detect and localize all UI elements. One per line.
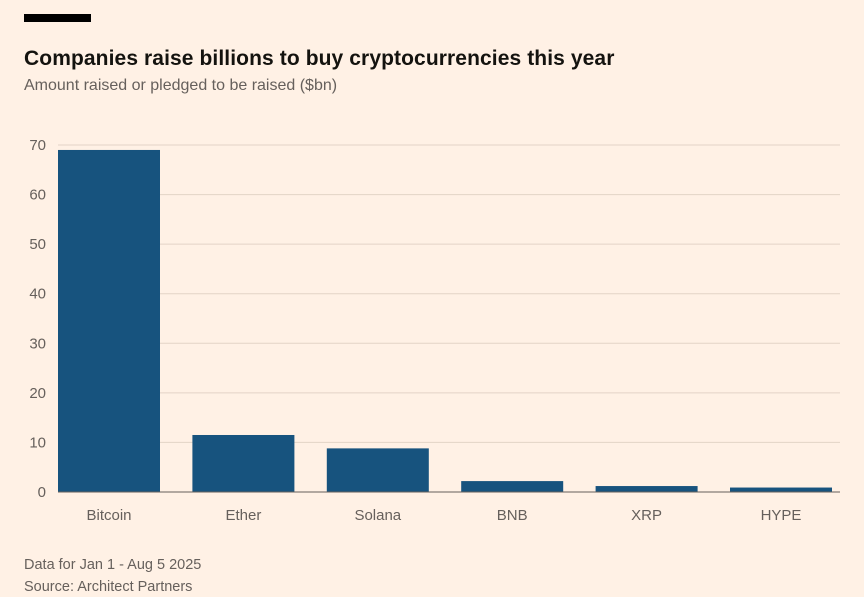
x-category-label: Ether	[225, 507, 261, 524]
y-tick-label: 60	[29, 187, 46, 204]
y-tick-label: 50	[29, 236, 46, 253]
y-tick-label: 20	[29, 385, 46, 402]
x-category-label: XRP	[631, 507, 662, 524]
bar-xrp	[595, 486, 698, 492]
chart-footnote: Data for Jan 1 - Aug 5 2025	[24, 557, 202, 573]
bar-ether	[192, 434, 295, 492]
bar-hype	[730, 487, 832, 492]
x-category-label: HYPE	[761, 507, 802, 524]
bar-bitcoin	[58, 149, 160, 492]
chart-source: Source: Architect Partners	[24, 579, 193, 595]
ft-style-top-rule	[24, 14, 91, 22]
x-category-label: Bitcoin	[86, 507, 131, 524]
chart-subtitle: Amount raised or pledged to be raised ($…	[24, 77, 338, 94]
y-tick-label: 30	[29, 335, 46, 352]
y-tick-label: 70	[29, 137, 46, 154]
x-category-label: Solana	[354, 507, 401, 524]
y-tick-label: 10	[29, 434, 46, 451]
x-category-label: BNB	[497, 507, 528, 524]
bar-chart: 0 10 20 30 40 50 60 70 Bitcoin Ether Solana BNB XRP H…	[29, 137, 840, 524]
bar-bnb	[461, 481, 564, 492]
y-tick-label: 0	[38, 484, 46, 501]
chart-title: Companies raise billions to buy cryptocu…	[24, 47, 615, 71]
bar-solana	[326, 448, 429, 492]
y-tick-label: 40	[29, 286, 46, 303]
